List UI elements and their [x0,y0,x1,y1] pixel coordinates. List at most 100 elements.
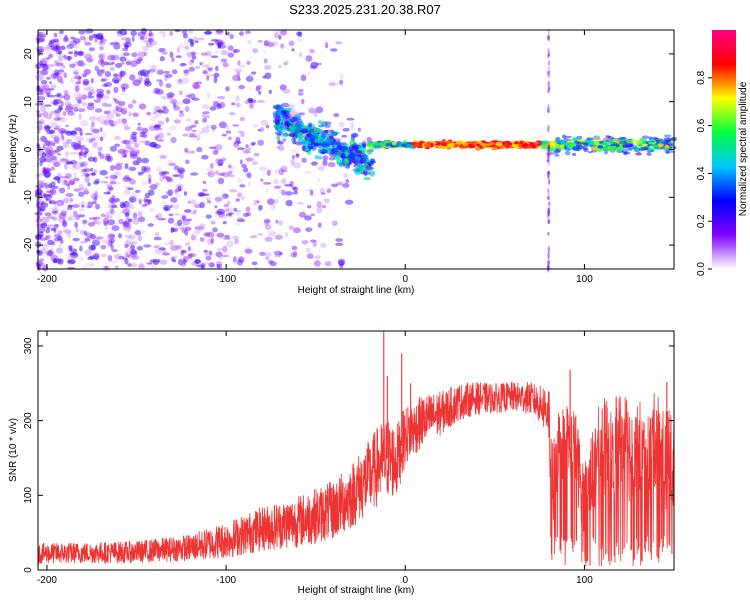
colorbar-tick-label: 0.4 [696,166,707,180]
noise-blob [87,256,95,261]
line-blob [617,148,623,153]
noise-blob [105,176,109,179]
streak-blob [547,148,550,153]
noise-blob [166,176,171,183]
noise-blob [216,232,225,238]
band-blob [322,159,328,166]
noise-blob [87,182,91,187]
noise-blob [77,140,81,147]
noise-blob [173,245,181,249]
noise-blob [42,137,48,143]
noise-blob [260,119,269,126]
noise-blob [80,161,88,167]
noise-blob [156,109,163,113]
noise-blob [46,57,50,60]
noise-blob [113,86,119,94]
noise-blob [87,95,95,99]
noise-blob [42,167,51,173]
noise-blob [150,40,158,46]
spectrogram-x-tick-label: -100 [216,274,236,285]
noise-blob [40,79,48,85]
noise-blob [67,51,74,55]
noise-blob [44,171,51,179]
line-blob [647,140,652,144]
noise-blob [94,108,103,113]
streak-blob [547,170,551,175]
noise-blob [78,183,84,190]
noise-blob [173,165,180,171]
noise-blob [78,153,83,160]
noise-blob [342,183,350,188]
streak-blob [547,53,551,57]
noise-blob [282,138,287,142]
noise-blob [77,62,87,67]
noise-blob [99,46,104,51]
band-blob [359,155,368,160]
noise-blob [273,250,282,256]
noise-blob [184,126,193,132]
noise-blob [139,132,146,135]
noise-blob [36,200,42,204]
noise-blob [209,106,217,111]
noise-blob [190,172,199,176]
noise-blob [69,152,78,155]
noise-blob [170,197,178,203]
streak-blob [547,210,551,216]
noise-blob [40,105,47,113]
noise-blob [57,73,64,79]
noise-blob [90,237,100,241]
noise-blob [83,74,87,78]
noise-blob [125,60,132,66]
noise-blob [237,77,241,82]
noise-blob [103,222,108,227]
noise-blob [56,230,63,235]
noise-blob [144,80,152,87]
noise-blob [320,242,327,248]
noise-blob [332,82,341,86]
snr-x-tick-label: -100 [216,575,236,586]
band-blob [317,120,323,124]
streak-blob [546,70,550,77]
noise-blob [91,137,96,142]
noise-blob [45,155,51,160]
noise-blob [244,248,253,254]
noise-blob [239,184,246,188]
noise-blob [293,186,299,192]
noise-blob [109,145,118,152]
noise-blob [163,70,171,74]
noise-blob [81,204,85,208]
streak-blob [547,264,550,272]
line-blob [562,134,567,139]
noise-blob [67,259,71,264]
noise-blob [108,119,114,125]
spectrogram-x-label: Height of straight line (km) [298,285,415,296]
noise-blob [51,155,57,161]
streak-blob [547,207,550,213]
band-blob [362,142,367,149]
noise-blob [134,142,140,149]
band-blob [351,143,359,150]
noise-blob [166,95,174,99]
noise-blob [72,143,81,150]
noise-blob [85,32,91,36]
noise-blob [268,89,272,95]
noise-blob [94,203,101,210]
noise-blob [267,259,274,264]
noise-blob [337,258,346,266]
noise-blob [88,47,95,52]
noise-blob [58,128,67,134]
noise-blob [89,89,95,96]
noise-blob [291,154,295,160]
noise-blob [181,227,186,234]
noise-blob [262,49,267,54]
noise-blob [58,241,63,248]
noise-blob [273,199,279,204]
noise-blob [263,219,270,227]
noise-blob [106,211,110,218]
band-blob [272,113,281,120]
noise-blob [58,104,63,111]
noise-blob [237,147,245,151]
noise-blob [166,179,174,183]
streak-blob [547,188,550,194]
noise-blob [121,92,126,96]
